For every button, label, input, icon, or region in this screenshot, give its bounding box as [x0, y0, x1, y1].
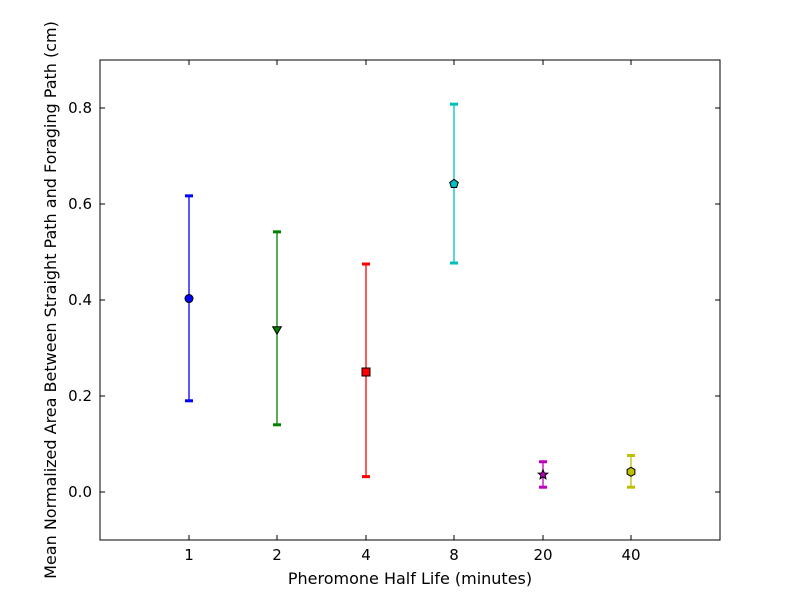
- data-point-1: [184, 294, 194, 304]
- data-point-4: [361, 367, 371, 377]
- y-tick-label: 0.0: [68, 483, 92, 501]
- marks-layer: [184, 102, 636, 489]
- x-tick-label: 40: [621, 546, 640, 564]
- x-tick-label: 1: [184, 546, 194, 564]
- x-tick-label: 4: [361, 546, 371, 564]
- y-tick-label: 0.8: [68, 99, 92, 117]
- y-tick-label: 0.6: [68, 195, 92, 213]
- data-point-8: [449, 178, 459, 188]
- x-tick-label: 20: [533, 546, 552, 564]
- y-axis-label: Mean Normalized Area Between Straight Pa…: [41, 21, 60, 579]
- x-tick-label: 8: [449, 546, 459, 564]
- y-tick-label: 0.4: [68, 291, 92, 309]
- plot-frame: [99, 59, 721, 541]
- x-tick-label: 2: [272, 546, 282, 564]
- data-point-20: [536, 468, 550, 480]
- data-point-40: [626, 466, 636, 477]
- ticks-layer: 0.0 0.2 0.4 0.6 0.8 1 2 4 8 20 40: [68, 60, 720, 564]
- x-axis-label: Pheromone Half Life (minutes): [288, 569, 532, 588]
- y-tick-label: 0.2: [68, 387, 92, 405]
- data-point-2: [271, 326, 283, 336]
